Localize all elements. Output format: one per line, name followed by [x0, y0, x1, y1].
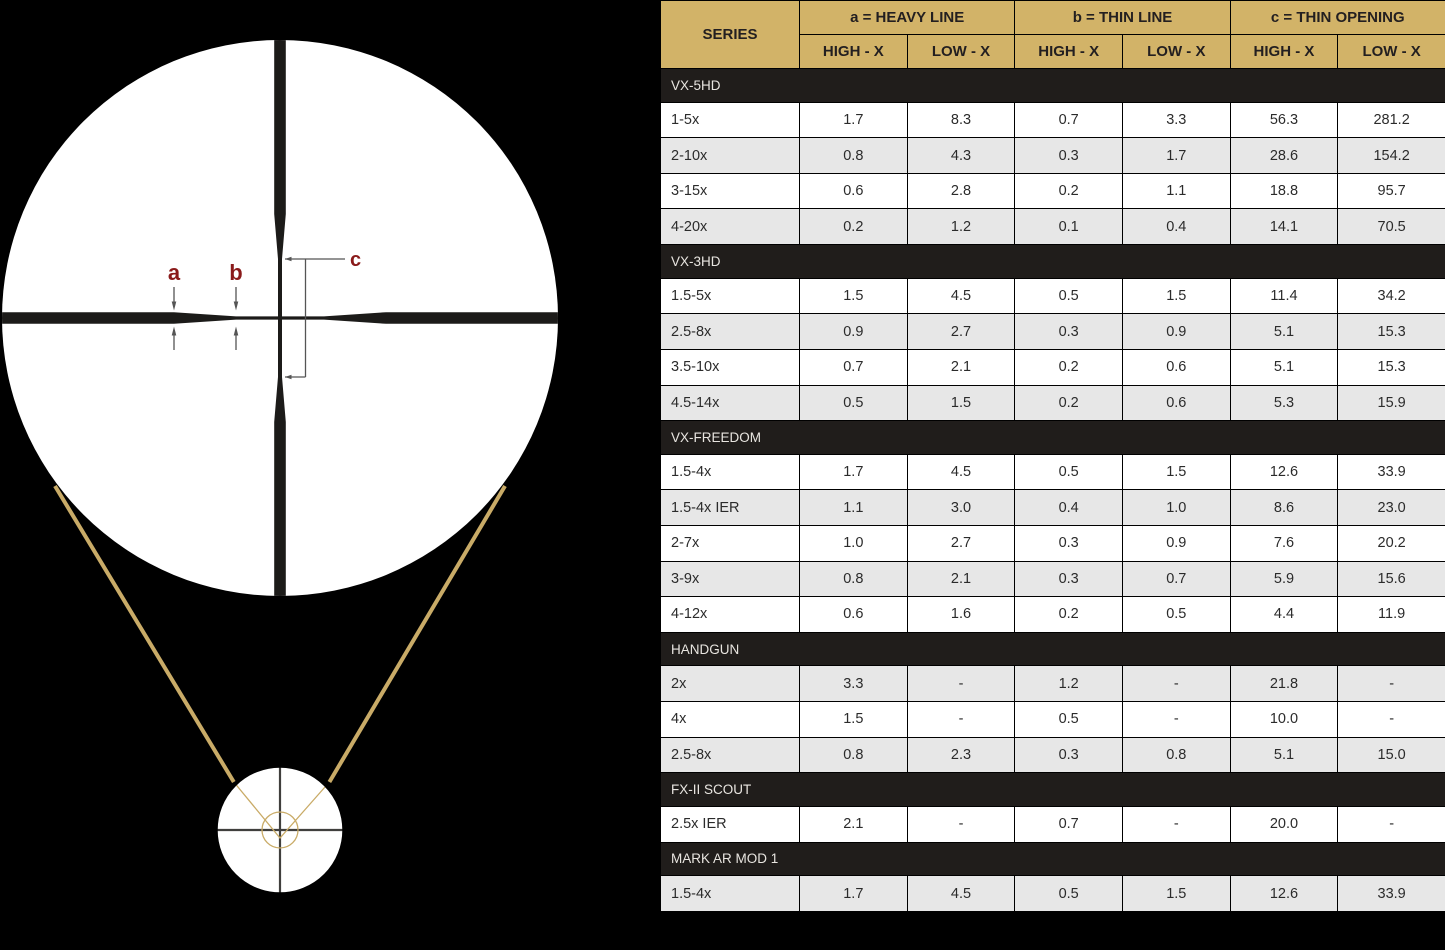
svg-text:a: a: [168, 260, 181, 285]
svg-text:b: b: [229, 260, 242, 285]
svg-text:c: c: [350, 249, 361, 271]
